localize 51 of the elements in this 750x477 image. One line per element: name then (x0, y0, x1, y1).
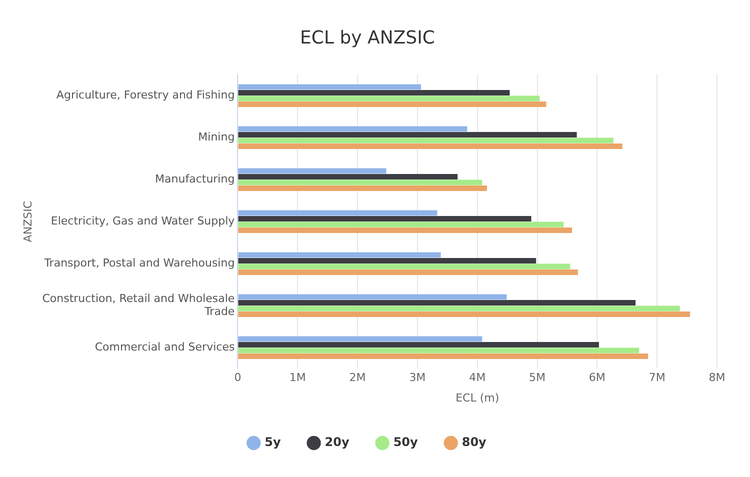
y-tick-label: Mining (198, 130, 235, 144)
bar (238, 312, 690, 318)
x-tick-label: 8M (708, 371, 726, 384)
x-tick-label: 1M (289, 371, 306, 384)
legend-label: 20y (324, 435, 350, 450)
bar (238, 348, 640, 354)
y-tick-label: Construction, Retail and Wholesale Trade (42, 292, 235, 318)
bar (238, 84, 422, 90)
bar (238, 174, 458, 180)
legend-label: 80y (462, 435, 487, 450)
bar (238, 216, 532, 222)
chart-title: ECL by ANZSIC (300, 27, 435, 48)
x-tick-label: 7M (648, 371, 666, 384)
bar (238, 126, 468, 132)
x-tick-label: 0 (234, 371, 242, 384)
bar (238, 180, 482, 186)
x-tick-label: 6M (588, 371, 606, 384)
bar (238, 138, 614, 144)
bar (238, 144, 622, 150)
bar (238, 132, 577, 138)
bar (238, 336, 482, 342)
bar (238, 102, 546, 108)
y-tick-label: Electricity, Gas and Water Supply (50, 214, 236, 228)
legend-label: 50y (393, 435, 418, 450)
bar (238, 270, 578, 276)
y-tick-label: Manufacturing (155, 172, 235, 186)
bar (238, 222, 564, 228)
x-tick-label: 4M (469, 371, 486, 384)
bar (238, 90, 510, 96)
y-tick-label: Transport, Postal and Warehousing (43, 256, 235, 270)
bar (238, 294, 507, 300)
bar (238, 168, 386, 174)
y-tick-label: Commercial and Services (94, 340, 235, 354)
x-tick-label: 5M (529, 371, 546, 384)
bar (238, 186, 487, 192)
legend-label: 5y (264, 435, 281, 450)
bar (238, 210, 438, 216)
bar (238, 258, 536, 264)
bar (238, 300, 636, 306)
x-axis-title: ECL (m) (456, 391, 500, 404)
bar (238, 252, 441, 258)
x-tick-label: 3M (409, 371, 426, 384)
bar (238, 264, 570, 270)
bar (238, 306, 680, 312)
x-tick-label: 2M (349, 371, 366, 384)
bar (238, 342, 599, 348)
bar (238, 228, 572, 234)
y-tick-label: Agriculture, Forestry and Fishing (56, 88, 235, 102)
bar (238, 96, 540, 102)
y-axis-title: ANZSIC (21, 200, 34, 242)
bar (238, 354, 648, 360)
